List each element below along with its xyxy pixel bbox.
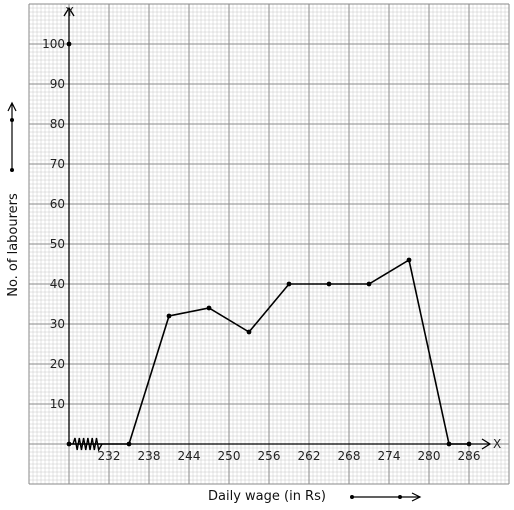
data-point <box>246 329 252 335</box>
data-point <box>446 441 452 447</box>
y-axis-title: No. of labourers <box>6 193 21 297</box>
x-tick-label: 244 <box>178 449 201 463</box>
x-tick-label: 280 <box>418 449 441 463</box>
y-tick-label: 50 <box>50 237 65 251</box>
x-tick-label: 238 <box>138 449 161 463</box>
x-axis-arrow <box>481 438 492 450</box>
x-direction-arrowhead <box>411 492 422 502</box>
series-line <box>66 257 472 447</box>
y-axis-letter: Y <box>65 5 74 19</box>
y-tick-label: 100 <box>42 37 65 51</box>
data-point <box>126 441 132 447</box>
axes <box>63 6 492 453</box>
x-direction-dot <box>350 495 354 499</box>
x-tick-label: 268 <box>338 449 361 463</box>
data-point <box>466 441 472 447</box>
data-point <box>366 281 372 287</box>
x-axis-title: Daily wage (in Rs) <box>208 489 326 504</box>
y-direction-dot <box>10 168 14 172</box>
y-axis-top-dot <box>66 41 72 47</box>
y-direction-dot <box>10 118 14 122</box>
data-point <box>66 441 72 447</box>
data-point <box>326 281 332 287</box>
data-point <box>206 305 212 311</box>
y-tick-label: 60 <box>50 197 65 211</box>
x-axis-letter: X <box>493 437 501 451</box>
x-tick-label: 274 <box>378 449 401 463</box>
y-tick-label: 90 <box>50 77 65 91</box>
y-tick-label: 80 <box>50 117 65 131</box>
y-axis-arrow <box>63 6 75 17</box>
y-tick-label: 10 <box>50 397 65 411</box>
data-point <box>166 313 172 319</box>
data-point <box>286 281 292 287</box>
y-tick-label: 20 <box>50 357 65 371</box>
x-tick-label: 232 <box>98 449 121 463</box>
decorations <box>7 41 422 502</box>
y-tick-label: 30 <box>50 317 65 331</box>
tick-labels: 10 20 30 40 50 60 70 80 90 100 232 238 244 250 256 262 2… <box>42 37 480 463</box>
x-tick-label: 286 <box>458 449 481 463</box>
x-tick-label: 256 <box>258 449 281 463</box>
x-tick-label: 262 <box>298 449 321 463</box>
y-tick-label: 40 <box>50 277 65 291</box>
x-tick-label: 250 <box>218 449 241 463</box>
data-point <box>406 257 412 263</box>
y-direction-arrowhead <box>7 101 17 112</box>
y-tick-label: 70 <box>50 157 65 171</box>
x-direction-dot <box>398 495 402 499</box>
